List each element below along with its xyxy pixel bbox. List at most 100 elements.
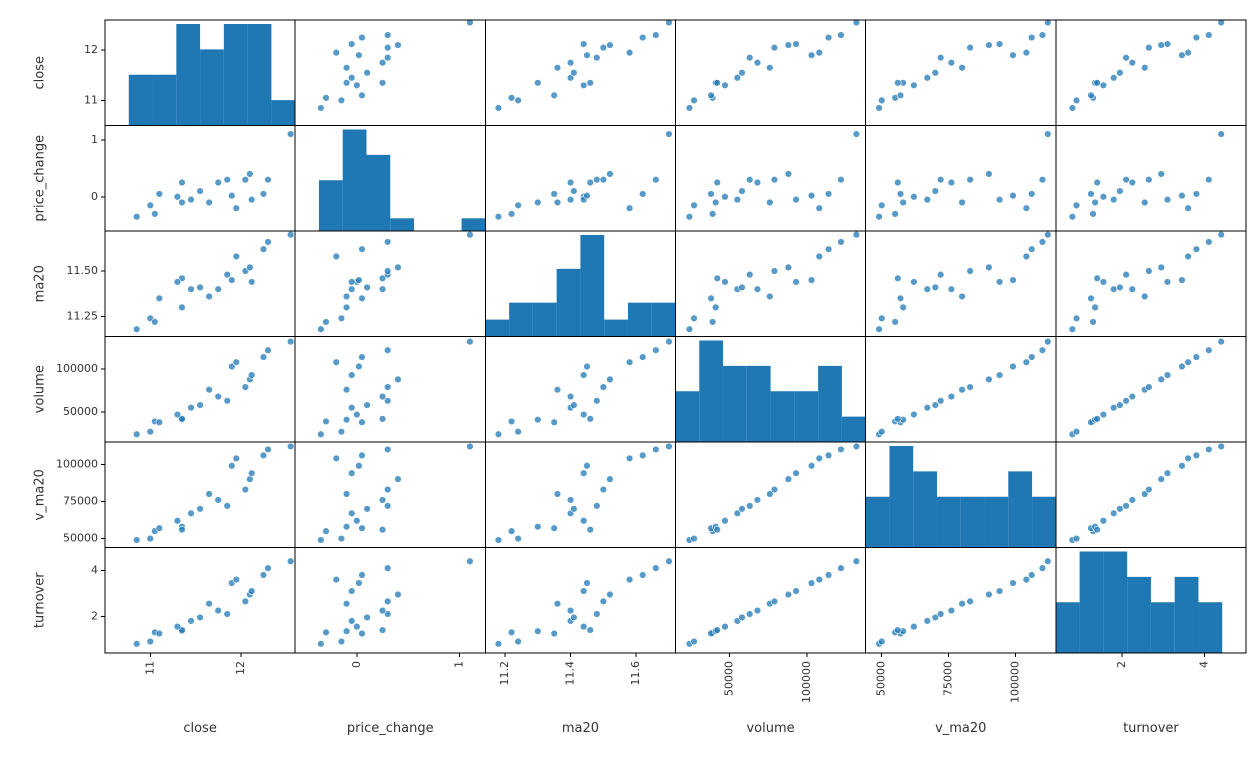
scatter-point (206, 386, 213, 393)
scatter-point (587, 415, 594, 422)
scatter-point (584, 192, 591, 199)
scatter-point (179, 526, 186, 533)
scatter-point (785, 264, 792, 271)
scatter-point (1218, 231, 1225, 238)
scatter-point (395, 591, 402, 598)
scatter-point (607, 376, 614, 383)
hist-bar (1080, 552, 1104, 654)
scatter-point (626, 455, 633, 462)
scatter-point (580, 517, 587, 524)
scatter-point (156, 295, 163, 302)
scatter-point (1185, 49, 1192, 56)
scatter-point (348, 404, 355, 411)
scatter-point (215, 497, 222, 504)
scatter-point (1218, 443, 1225, 450)
scatter-point (948, 393, 955, 400)
scatter-point (967, 268, 974, 275)
scatter-point (323, 94, 330, 101)
scatter-point (508, 210, 515, 217)
scatter-point (754, 497, 761, 504)
hist-bar (200, 49, 224, 125)
scatter-point (188, 196, 195, 203)
scatter-point (878, 428, 885, 435)
scatter-point (1092, 304, 1099, 311)
scatter-point (600, 598, 607, 605)
scatter-point (1090, 210, 1097, 217)
scatter-point (554, 386, 561, 393)
scatter-point (924, 74, 931, 81)
scatter-point (353, 517, 360, 524)
x-tick-label: 100000 (1009, 661, 1022, 703)
scatter-point (894, 79, 901, 86)
scatter-point (739, 614, 746, 621)
hist-bar (129, 75, 153, 126)
scatter-point (1094, 79, 1101, 86)
scatter-point (1145, 44, 1152, 51)
scatter-point (580, 41, 587, 48)
scatter-point (1205, 446, 1212, 453)
scatter-point (1129, 393, 1136, 400)
scatter-point (248, 372, 255, 379)
scatter-point (967, 44, 974, 51)
scatter-matrix: 1112close01price_change11.2511.50ma20500… (0, 0, 1256, 768)
scatter-point (515, 428, 522, 435)
scatter-point (771, 268, 778, 275)
scatter-point (666, 558, 673, 565)
scatter-point (248, 279, 255, 286)
scatter-point (197, 284, 204, 291)
scatter-point (551, 92, 558, 99)
scatter-point (1164, 41, 1171, 48)
scatter-point (570, 402, 577, 409)
scatter-point (348, 470, 355, 477)
scatter-point (593, 397, 600, 404)
y-tick-label: 75000 (63, 494, 98, 507)
hist-bar (818, 366, 842, 442)
scatter-point (838, 32, 845, 39)
scatter-point (1069, 326, 1076, 333)
hist-bar (533, 303, 557, 337)
scatter-point (1039, 239, 1046, 246)
scatter-point (639, 452, 646, 459)
scatter-point (1141, 64, 1148, 71)
scatter-point (1145, 384, 1152, 391)
hist-bar (366, 155, 390, 231)
x-tick-label: 11 (143, 661, 156, 675)
scatter-point (265, 239, 272, 246)
scatter-point (785, 42, 792, 49)
scatter-point (816, 576, 823, 583)
scatter-point (353, 82, 360, 89)
scatter-point (1088, 295, 1095, 302)
scatter-point (937, 397, 944, 404)
scatter-point (1123, 271, 1130, 278)
scatter-point (1039, 347, 1046, 354)
scatter-point (816, 205, 823, 212)
scatter-point (1044, 558, 1051, 565)
scatter-point (1129, 286, 1136, 293)
scatter-point (179, 199, 186, 206)
scatter-point (567, 59, 574, 66)
scatter-point (1100, 279, 1107, 286)
scatter-point (551, 191, 558, 198)
scatter-point (1193, 191, 1200, 198)
scatter-point (754, 286, 761, 293)
scatter-point (228, 277, 235, 284)
scatter-point (894, 179, 901, 186)
scatter-point (924, 617, 931, 624)
scatter-point (1028, 246, 1035, 253)
scatter-point (1010, 580, 1017, 587)
scatter-point (551, 525, 558, 532)
scatter-point (359, 452, 366, 459)
scatter-point (206, 491, 213, 498)
scatter-point (534, 199, 541, 206)
scatter-point (1117, 69, 1124, 76)
scatter-point (985, 171, 992, 178)
scatter-point (808, 277, 815, 284)
scatter-point (323, 528, 330, 535)
y-tick-label: 0 (91, 190, 98, 203)
scatter-point (948, 607, 955, 614)
scatter-point (1028, 354, 1035, 361)
scatter-point (534, 416, 541, 423)
scatter-point (379, 393, 386, 400)
scatter-point (248, 588, 255, 595)
scatter-point (1100, 517, 1107, 524)
